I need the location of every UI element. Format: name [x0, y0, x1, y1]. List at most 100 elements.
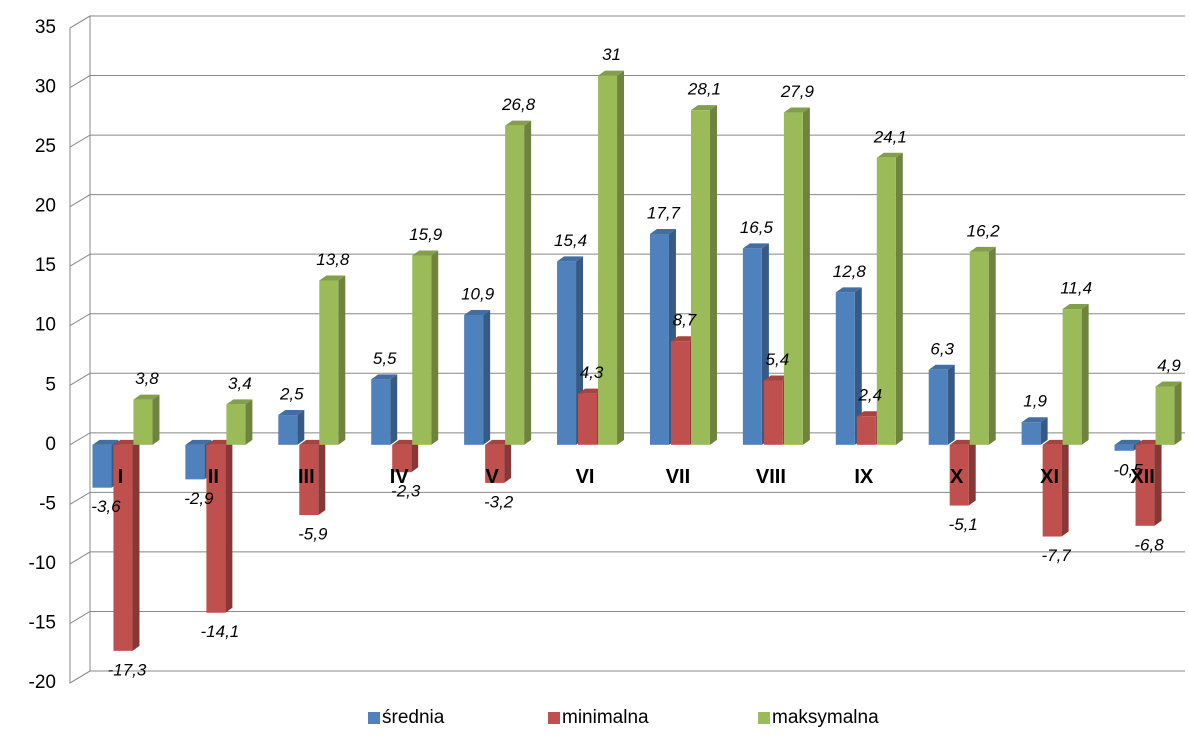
- bar-top: [783, 107, 810, 113]
- bar-top: [185, 439, 212, 445]
- x-tick-label: VI: [576, 466, 595, 488]
- bar: [92, 444, 112, 488]
- data-label: 24,1: [873, 127, 907, 146]
- data-label: 2,4: [857, 386, 882, 405]
- data-label: 3,4: [228, 374, 252, 393]
- grid-line: [69, 15, 1185, 29]
- bar-side: [988, 246, 996, 445]
- bar: [1155, 386, 1175, 445]
- bar: [969, 251, 989, 445]
- data-label: -14,1: [201, 622, 240, 641]
- legend-swatch: [758, 712, 770, 724]
- bar-top: [485, 439, 512, 445]
- bar-side: [1040, 417, 1048, 445]
- bar: [670, 341, 690, 445]
- x-tick-label: V: [485, 466, 499, 488]
- bar-side: [1061, 439, 1069, 537]
- y-tick-label: 35: [35, 17, 56, 38]
- y-tick-label: 30: [35, 77, 56, 98]
- data-label: 3,8: [135, 369, 159, 388]
- bar: [319, 280, 339, 445]
- grid-line: [69, 194, 1185, 208]
- data-label: 17,7: [647, 204, 681, 223]
- bar: [1021, 422, 1041, 445]
- x-tick-label: II: [208, 466, 219, 488]
- bar-top: [928, 364, 955, 370]
- x-tick-label: I: [118, 466, 124, 488]
- bar-side: [338, 275, 346, 445]
- bar-top: [690, 105, 717, 111]
- bar-side: [524, 120, 532, 445]
- bar-top: [464, 310, 491, 316]
- bar-side: [152, 394, 160, 445]
- bar: [485, 444, 505, 483]
- bar: [876, 157, 896, 445]
- legend-swatch: [548, 712, 560, 724]
- data-label: -5,9: [298, 525, 328, 544]
- bar-top: [1062, 304, 1089, 310]
- bar-side: [947, 364, 955, 445]
- bar: [278, 415, 298, 445]
- grid-line: [69, 432, 1185, 446]
- bar-side: [132, 439, 140, 651]
- bar: [1114, 444, 1134, 451]
- bar-top: [578, 388, 605, 394]
- x-tick-label: III: [298, 466, 315, 488]
- bar: [783, 112, 803, 445]
- bar-top: [670, 336, 697, 342]
- y-tick-label: -15: [29, 612, 56, 633]
- bar-top: [763, 375, 790, 381]
- data-label: -3,2: [484, 492, 514, 511]
- legend-label: maksymalna: [772, 707, 879, 728]
- grid-line: [69, 372, 1185, 386]
- grid-line: [69, 75, 1185, 88]
- bar-side: [225, 439, 233, 613]
- bar: [856, 416, 876, 445]
- data-label: 31: [602, 45, 621, 64]
- bar-top: [113, 439, 140, 445]
- bar-top: [742, 243, 769, 249]
- bar-top: [1114, 439, 1141, 445]
- x-tick-label: IX: [854, 466, 874, 488]
- x-tick-label: VIII: [756, 466, 786, 488]
- y-tick-label: -20: [29, 672, 56, 693]
- data-label: -2,9: [184, 489, 214, 508]
- bar: [835, 292, 855, 445]
- bar-side: [617, 70, 625, 445]
- bar-side: [504, 439, 512, 483]
- legend-label: średnia: [382, 707, 445, 728]
- legend-swatch: [368, 712, 380, 724]
- bar-top: [1155, 381, 1182, 387]
- bar-top: [92, 439, 119, 445]
- bar-side: [854, 287, 862, 445]
- bar-top: [392, 439, 419, 445]
- data-label: 15,9: [409, 225, 443, 244]
- bar-side: [709, 105, 717, 445]
- bar-top: [969, 246, 996, 252]
- x-tick-label: XI: [1040, 466, 1059, 488]
- grid-line: [69, 610, 1185, 624]
- y-tick-label: 0: [45, 434, 56, 455]
- legend-label: minimalna: [562, 707, 649, 728]
- bar: [185, 444, 205, 480]
- bar: [690, 110, 710, 445]
- data-label: 13,8: [316, 250, 350, 269]
- bar: [371, 379, 391, 445]
- bar: [299, 444, 319, 516]
- bar-top: [505, 120, 532, 126]
- bar-top: [371, 374, 398, 380]
- bar-top: [1042, 439, 1069, 445]
- bar-top: [299, 439, 326, 445]
- bar: [113, 444, 133, 651]
- data-label: -7,7: [1041, 546, 1071, 565]
- data-label: -3,6: [91, 497, 121, 516]
- y-tick-label: 15: [35, 255, 56, 276]
- bar-top: [835, 287, 862, 293]
- data-label: 5,4: [766, 350, 790, 369]
- bar: [1062, 309, 1082, 445]
- data-label: 27,9: [780, 82, 815, 101]
- data-label: 10,9: [461, 284, 495, 303]
- bar: [742, 248, 762, 445]
- grid-line: [69, 491, 1185, 505]
